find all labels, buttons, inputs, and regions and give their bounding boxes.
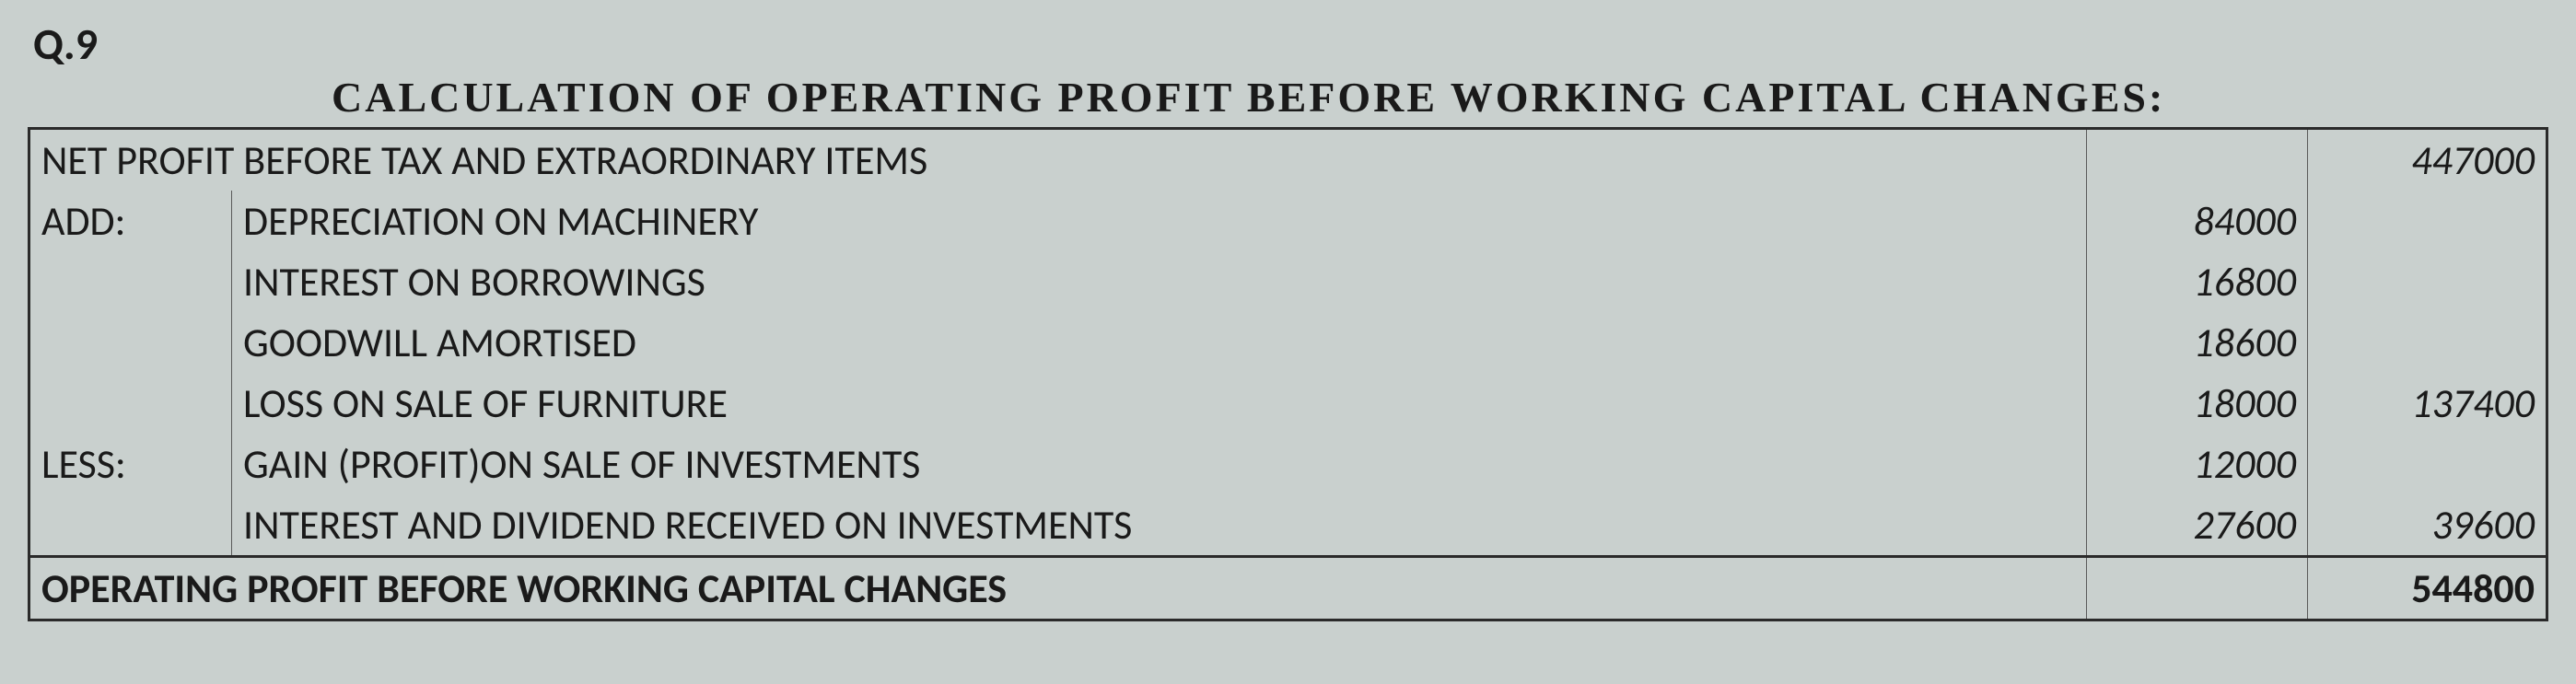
subtotal-cell: 12000 — [2087, 434, 2308, 494]
table-row: NET PROFIT BEFORE TAX AND EXTRAORDINARY … — [29, 129, 2547, 191]
total-cell — [2308, 312, 2547, 373]
line-desc: GAIN (PROFIT)ON SALE OF INVESTMENTS — [232, 434, 2087, 494]
subtotal-cell: 16800 — [2087, 251, 2308, 312]
subtotal-cell: 84000 — [2087, 191, 2308, 251]
table-row: ADD: DEPRECIATION ON MACHINERY 84000 — [29, 191, 2547, 251]
calculation-table: NET PROFIT BEFORE TAX AND EXTRAORDINARY … — [28, 127, 2548, 621]
operating-profit-total: 544800 — [2308, 557, 2547, 620]
blank-cell — [29, 494, 232, 557]
subtotal-cell: 27600 — [2087, 494, 2308, 557]
table-row: INTEREST ON BORROWINGS 16800 — [29, 251, 2547, 312]
net-profit-label: NET PROFIT BEFORE TAX AND EXTRAORDINARY … — [29, 129, 2087, 191]
calculation-title: CALCULATION OF OPERATING PROFIT BEFORE W… — [332, 73, 2548, 122]
less-label: LESS: — [29, 434, 232, 494]
subtotal-cell: 18600 — [2087, 312, 2308, 373]
line-desc: DEPRECIATION ON MACHINERY — [232, 191, 2087, 251]
blank-cell — [29, 373, 232, 434]
table-row: INTEREST AND DIVIDEND RECEIVED ON INVEST… — [29, 494, 2547, 557]
line-desc: LOSS ON SALE OF FURNITURE — [232, 373, 2087, 434]
total-cell — [2308, 434, 2547, 494]
operating-profit-label: OPERATING PROFIT BEFORE WORKING CAPITAL … — [29, 557, 2087, 620]
less-total: 39600 — [2308, 494, 2547, 557]
line-desc: INTEREST ON BORROWINGS — [232, 251, 2087, 312]
table-row: LESS: GAIN (PROFIT)ON SALE OF INVESTMENT… — [29, 434, 2547, 494]
subtotal-cell — [2087, 129, 2308, 191]
page: Q.9 CALCULATION OF OPERATING PROFIT BEFO… — [0, 0, 2576, 684]
table-row: LOSS ON SALE OF FURNITURE 18000 137400 — [29, 373, 2547, 434]
blank-cell — [29, 251, 232, 312]
net-profit-total: 447000 — [2308, 129, 2547, 191]
subtotal-cell — [2087, 557, 2308, 620]
table-row: GOODWILL AMORTISED 18600 — [29, 312, 2547, 373]
total-cell — [2308, 251, 2547, 312]
total-cell — [2308, 191, 2547, 251]
blank-cell — [29, 312, 232, 373]
subtotal-cell: 18000 — [2087, 373, 2308, 434]
line-desc: GOODWILL AMORTISED — [232, 312, 2087, 373]
table-row: OPERATING PROFIT BEFORE WORKING CAPITAL … — [29, 557, 2547, 620]
add-total: 137400 — [2308, 373, 2547, 434]
line-desc: INTEREST AND DIVIDEND RECEIVED ON INVEST… — [232, 494, 2087, 557]
add-label: ADD: — [29, 191, 232, 251]
question-number: Q.9 — [33, 17, 2548, 71]
